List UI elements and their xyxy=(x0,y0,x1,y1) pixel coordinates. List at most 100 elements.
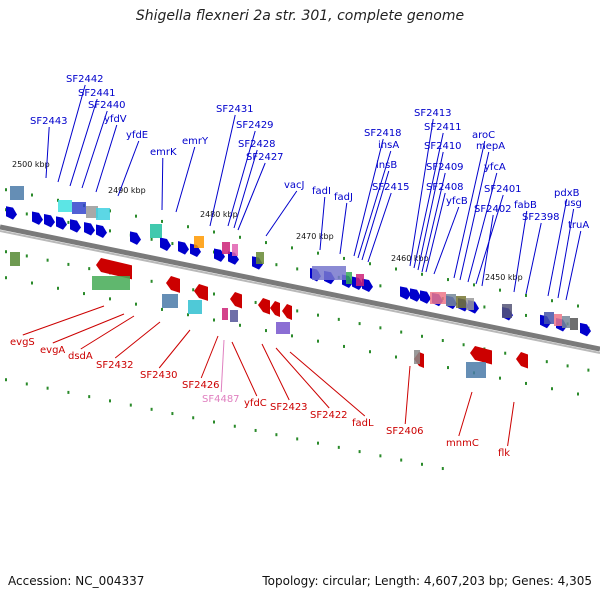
forward-gene-label: SF2440 xyxy=(88,100,126,111)
forward-gene-label: SF2429 xyxy=(236,120,274,131)
map-title: Shigella flexneri 2a str. 301, complete … xyxy=(135,8,465,24)
feature-box xyxy=(10,186,24,200)
forward-gene-label: yfdE xyxy=(126,130,148,141)
leader-line xyxy=(209,114,236,227)
leader-line xyxy=(367,192,392,263)
feature-box xyxy=(346,272,352,284)
feature-box xyxy=(188,300,202,314)
forward-gene-label: SF2442 xyxy=(66,74,104,85)
feature-box xyxy=(150,224,162,238)
forward-gene-label: SF2410 xyxy=(424,141,462,152)
forward-gene-label: fabB xyxy=(514,200,537,211)
forward-gene-arrow xyxy=(410,288,421,302)
feature-box xyxy=(554,314,562,326)
feature-box xyxy=(10,252,20,266)
reverse-gene-arrow xyxy=(516,352,528,369)
feature-box xyxy=(72,202,86,214)
feature-box xyxy=(194,236,204,248)
leader-line xyxy=(404,365,411,425)
forward-gene-arrow xyxy=(178,241,189,255)
leader-line xyxy=(467,172,498,283)
leader-line xyxy=(525,222,542,295)
forward-gene-label: SF2428 xyxy=(238,139,276,150)
leader-line xyxy=(233,149,258,229)
leader-line xyxy=(265,190,298,237)
feature-box xyxy=(356,274,364,286)
leader-line xyxy=(80,315,135,350)
forward-gene-label: pdxB xyxy=(554,188,580,199)
leader-line xyxy=(69,98,98,187)
feature-box xyxy=(414,350,420,364)
forward-gene-arrow xyxy=(214,248,225,262)
reverse-gene-arrow xyxy=(470,346,492,365)
leader-line xyxy=(158,329,191,369)
accession-text: Accession: NC_004337 xyxy=(8,574,145,588)
feature-box xyxy=(466,362,486,378)
forward-gene-arrow xyxy=(190,243,201,258)
leader-line xyxy=(237,162,266,231)
reverse-gene-label: yfdC xyxy=(244,398,267,409)
reverse-gene-label: SF2422 xyxy=(310,410,348,421)
leader-line xyxy=(57,84,86,183)
kbp-layer: 2500 kbp 2490 kbp 2480 kbp 2470 kbp 2460 kbp… xyxy=(12,160,523,282)
forward-gene-arrow xyxy=(6,206,17,220)
leader-line xyxy=(557,208,575,299)
forward-gene-arrow xyxy=(400,286,411,300)
forward-gene-label: SF2418 xyxy=(364,128,402,139)
reverse-gene-label: flk xyxy=(498,448,510,459)
forward-gene-label: SF2427 xyxy=(246,152,284,163)
leader-line xyxy=(161,157,164,211)
feature-box xyxy=(312,266,346,280)
forward-gene-arrow xyxy=(130,231,141,245)
forward-gene-label: usg xyxy=(564,198,582,209)
forward-gene-label: insA xyxy=(378,140,399,151)
kbp-marker: 2450 kbp xyxy=(485,273,523,282)
leader-line xyxy=(117,140,140,197)
leader-line xyxy=(175,146,196,213)
feature-box xyxy=(86,206,98,218)
forward-gene-label: fadI xyxy=(312,186,331,197)
leader-line xyxy=(565,230,582,301)
reverse-gene-label: evgS xyxy=(10,337,35,348)
leader-line xyxy=(458,391,473,437)
reverse-gene-arrow xyxy=(258,298,270,315)
feature-box xyxy=(96,208,110,220)
kbp-marker: 2490 kbp xyxy=(108,186,146,195)
leader-line xyxy=(357,150,392,259)
forward-gene-label: truA xyxy=(568,220,589,231)
feature-box xyxy=(92,276,130,290)
leader-line xyxy=(275,347,330,409)
leader-line xyxy=(433,206,460,275)
forward-gene-label: SF2443 xyxy=(30,116,68,127)
forward-gene-label: SF2402 xyxy=(474,204,512,215)
leader-line xyxy=(220,339,225,393)
leader-line xyxy=(231,341,258,397)
kbp-marker: 2480 kbp xyxy=(200,210,238,219)
reverse-gene-label: fadL xyxy=(352,418,374,429)
forward-gene-arrow xyxy=(228,251,239,265)
forward-gene-label: aroC xyxy=(472,130,495,141)
feature-box xyxy=(232,244,238,256)
feature-box xyxy=(230,310,238,322)
feature-box xyxy=(162,294,178,308)
reverse-gene-arrow xyxy=(166,276,180,293)
forward-gene-label: fadJ xyxy=(334,192,353,203)
feature-box xyxy=(544,312,554,324)
forward-gene-label: SF2411 xyxy=(424,122,462,133)
leader-line xyxy=(459,151,490,281)
genome-backbone xyxy=(0,224,600,352)
leader-line xyxy=(417,151,444,271)
genome-summary: Topology: circular; Length: 4,607,203 bp… xyxy=(262,574,592,588)
leader-line xyxy=(22,305,105,336)
reverse-gene-label: SF2426 xyxy=(182,380,220,391)
leader-line xyxy=(481,214,494,287)
leader-line xyxy=(413,132,444,269)
forward-gene-arrow xyxy=(56,216,67,230)
forward-gene-label: SF2408 xyxy=(426,182,464,193)
leader-line xyxy=(289,351,366,417)
reverse-gene-label: dsdA xyxy=(68,351,93,362)
forward-gene-label: emrY xyxy=(182,136,209,147)
forward-gene-arrow xyxy=(96,224,107,238)
feature-box xyxy=(430,292,446,304)
